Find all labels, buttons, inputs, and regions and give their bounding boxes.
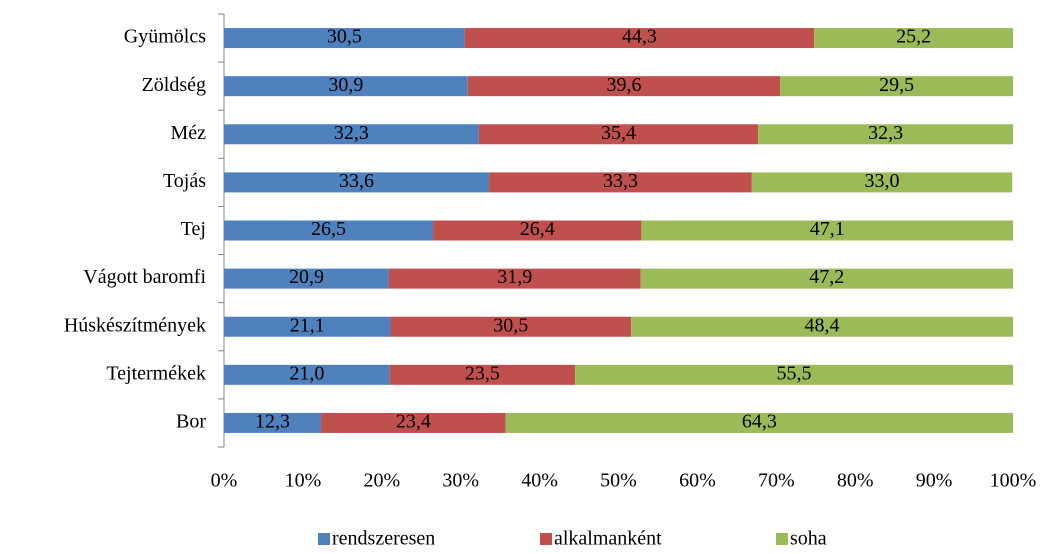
bar-segment [389, 364, 576, 385]
category-label: Gyümölcs [124, 26, 206, 48]
bar-segment [224, 268, 389, 289]
legend-label: alkalmanként [554, 528, 662, 550]
category-label: Tejtermékek [106, 362, 206, 384]
category-label: Húskészítmények [64, 314, 206, 336]
value-label: 23,4 [396, 411, 431, 433]
x-tick-label: 20% [363, 470, 400, 492]
value-label: 20,9 [289, 266, 324, 288]
value-label: 21,1 [290, 314, 325, 336]
value-label: 26,5 [311, 218, 346, 240]
value-label: 44,3 [622, 26, 657, 48]
x-tick-label: 0% [211, 470, 238, 492]
bar-segment [464, 28, 815, 49]
bar-segment [224, 316, 391, 337]
x-tick-label: 60% [679, 470, 716, 492]
legend-swatch [776, 533, 788, 545]
category-label: Méz [170, 122, 206, 144]
value-label: 29,5 [879, 74, 914, 96]
legend-label: soha [790, 528, 827, 550]
bar-segment [224, 28, 465, 49]
bar-segment [814, 28, 1013, 49]
legend-swatch [318, 533, 330, 545]
value-label: 33,0 [865, 170, 900, 192]
bar-segment [640, 268, 1013, 289]
bar-segment [631, 316, 1013, 337]
value-label: 26,4 [520, 218, 555, 240]
bar-segment [575, 364, 1013, 385]
value-label: 23,5 [465, 362, 500, 384]
bar-segment [751, 172, 1013, 193]
value-label: 35,4 [601, 122, 636, 144]
x-tick-label: 100% [990, 470, 1037, 492]
value-label: 47,2 [809, 266, 844, 288]
bar-segment [224, 364, 390, 385]
value-label: 31,9 [497, 266, 532, 288]
value-label: 30,9 [328, 74, 363, 96]
bar-segment [224, 412, 322, 433]
bar-segment [224, 124, 479, 145]
bar-segment [478, 124, 759, 145]
bar-segment [641, 220, 1013, 241]
value-label: 12,3 [255, 411, 290, 433]
value-label: 55,5 [777, 362, 812, 384]
x-tick-label: 90% [916, 470, 953, 492]
value-label: 30,5 [493, 314, 528, 336]
x-tick-label: 30% [442, 470, 479, 492]
legend-label: rendszeresen [332, 528, 435, 550]
value-label: 32,3 [334, 122, 369, 144]
bar-segment [224, 76, 468, 97]
value-label: 30,5 [327, 26, 362, 48]
value-label: 25,2 [896, 26, 931, 48]
value-label: 48,4 [805, 314, 840, 336]
value-label: 21,0 [289, 362, 324, 384]
legend-swatch [540, 533, 552, 545]
bar-segment [467, 76, 781, 97]
bar-segment [433, 220, 642, 241]
category-label: Bor [176, 411, 206, 433]
bar-segment [780, 76, 1013, 97]
bar-segment [758, 124, 1013, 145]
bar-segment [388, 268, 641, 289]
bar-segment [224, 172, 490, 193]
x-tick-label: 10% [285, 470, 322, 492]
value-label: 47,1 [810, 218, 845, 240]
value-label: 33,6 [339, 170, 374, 192]
x-tick-label: 40% [521, 470, 558, 492]
bar-segment [224, 220, 434, 241]
category-label: Zöldség [142, 74, 206, 96]
value-label: 33,3 [603, 170, 638, 192]
value-label: 32,3 [868, 122, 903, 144]
category-label: Vágott baromfi [83, 266, 206, 288]
x-tick-label: 70% [758, 470, 795, 492]
bar-segment [390, 316, 632, 337]
value-label: 39,6 [607, 74, 642, 96]
x-tick-label: 50% [600, 470, 637, 492]
value-label: 64,3 [742, 411, 777, 433]
category-label: Tojás [163, 170, 206, 192]
bar-segment [505, 412, 1013, 433]
bar-segment [489, 172, 752, 193]
bar-segment [321, 412, 506, 433]
category-label: Tej [181, 218, 206, 240]
x-tick-label: 80% [837, 470, 874, 492]
